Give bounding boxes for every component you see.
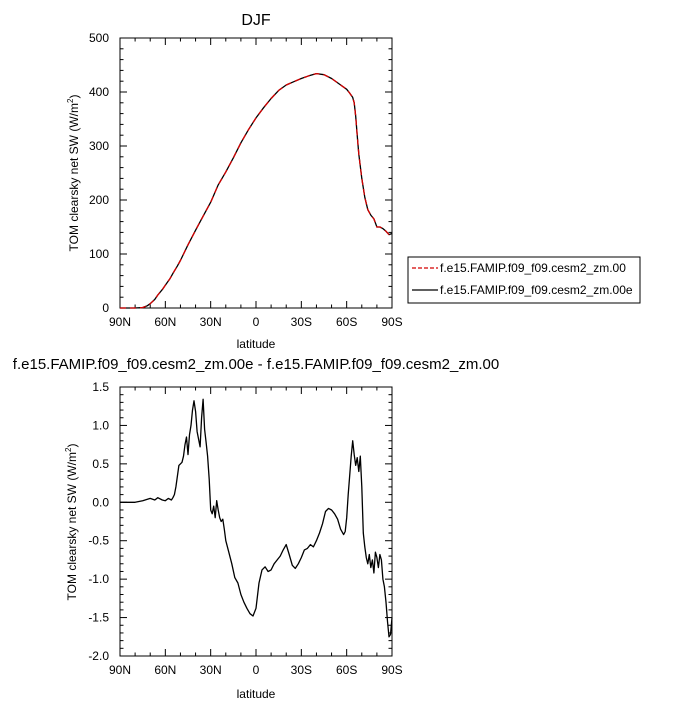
bottom-x-tick-label: 60S: [336, 663, 357, 677]
bottom-y-tick-label: 0.5: [92, 457, 109, 471]
top-plot-frame: [119, 37, 393, 309]
bottom-chart-title: f.e15.FAMIP.f09_f09.cesm2_zm.00e - f.e15…: [13, 356, 499, 373]
top-x-tick-label: 60S: [336, 315, 357, 329]
bottom-series-line-0: [120, 398, 393, 638]
bottom-plot-frame: [119, 386, 393, 657]
top-y-tick-labels: 0 100 200 300 400 500: [89, 31, 109, 315]
top-y-axis-label-main: TOM clearsky net SW (W/m: [67, 103, 81, 251]
bottom-panel: f.e15.FAMIP.f09_f09.cesm2_zm.00e - f.e15…: [13, 356, 499, 701]
top-y-axis-label: TOM clearsky net SW (W/m2): [66, 95, 81, 252]
bottom-y-tick-label: 1.0: [92, 418, 109, 432]
bottom-x-tick-label: 30N: [200, 663, 222, 677]
legend-box: [407, 256, 641, 304]
top-x-tick-label: 90N: [109, 315, 131, 329]
top-x-tick-label: 30N: [200, 315, 222, 329]
bottom-x-axis-label: latitude: [237, 687, 276, 701]
bottom-y-tick-label: -1.5: [88, 611, 109, 625]
top-series-lines: [120, 72, 393, 309]
bottom-y-tick-label: -2.0: [88, 649, 109, 663]
bottom-x-tick-label: 0: [253, 663, 260, 677]
bottom-y-tick-label: 0.0: [92, 495, 109, 509]
top-y-tick-label: 300: [89, 139, 109, 153]
bottom-y-tick-label: -0.5: [88, 534, 109, 548]
bottom-y-axis-label-sup: 2: [64, 447, 73, 452]
legend-label-series-00e: f.e15.FAMIP.f09_f09.cesm2_zm.00e: [440, 283, 633, 297]
top-x-tick-label: 90S: [381, 315, 402, 329]
bottom-x-tick-label: 60N: [154, 663, 176, 677]
top-y-tick-label: 500: [89, 31, 109, 45]
top-y-tick-label: 200: [89, 193, 109, 207]
bottom-y-axis-label: TOM clearsky net SW (W/m2): [64, 444, 79, 601]
top-x-tick-labels: 90N 60N 30N 0 30S 60S 90S: [109, 315, 403, 329]
top-chart-title: DJF: [241, 12, 271, 29]
top-y-axis-label-sup: 2: [66, 98, 75, 103]
bottom-series-lines: [120, 398, 393, 638]
top-axis-ticks: [119, 37, 393, 309]
legend: f.e15.FAMIP.f09_f09.cesm2_zm.00 f.e15.FA…: [407, 256, 641, 304]
top-y-tick-label: 100: [89, 247, 109, 261]
bottom-x-tick-labels: 90N 60N 30N 0 30S 60S 90S: [109, 663, 403, 677]
bottom-axis-ticks: [119, 386, 393, 657]
bottom-y-axis-label-end: ): [65, 444, 79, 448]
top-panel: DJF 90N 60N 30N 0 30S 60S 90S 0 100 200 300 400 500…: [66, 12, 403, 351]
legend-label-series-00: f.e15.FAMIP.f09_f09.cesm2_zm.00: [440, 261, 626, 275]
bottom-x-tick-label: 90N: [109, 663, 131, 677]
top-y-tick-label: 0: [102, 301, 109, 315]
bottom-y-tick-label: 1.5: [92, 380, 109, 394]
top-series-line-1: [120, 72, 393, 309]
bottom-y-tick-label: -1.0: [88, 572, 109, 586]
top-x-tick-label: 0: [253, 315, 260, 329]
bottom-x-tick-label: 90S: [381, 663, 402, 677]
top-y-axis-label-end: ): [67, 95, 81, 99]
top-x-tick-label: 30S: [291, 315, 312, 329]
top-x-axis-label: latitude: [237, 337, 276, 351]
top-series-line-0: [120, 72, 393, 309]
bottom-x-tick-label: 30S: [291, 663, 312, 677]
top-y-tick-label: 400: [89, 85, 109, 99]
top-x-tick-label: 60N: [154, 315, 176, 329]
bottom-y-axis-label-main: TOM clearsky net SW (W/m: [65, 452, 79, 600]
bottom-y-tick-labels: -2.0 -1.5 -1.0 -0.5 0.0 0.5 1.0 1.5: [88, 380, 109, 663]
